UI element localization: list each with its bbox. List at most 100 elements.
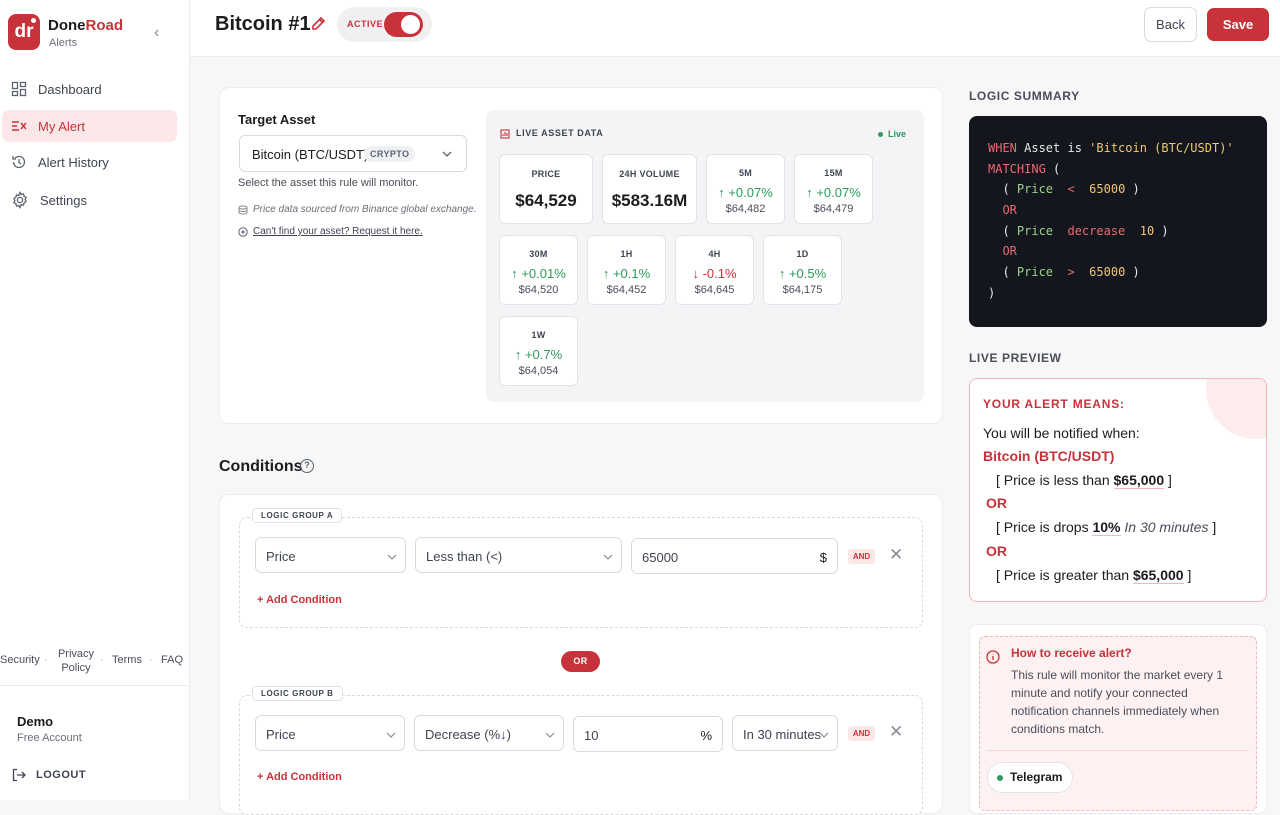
footer-link-security[interactable]: Security <box>0 654 40 666</box>
tile-label: 5M <box>738 168 753 178</box>
footer-link-faq[interactable]: FAQ <box>161 654 184 666</box>
price-value: $64,529 <box>515 191 577 210</box>
chevron-down-icon <box>545 732 555 738</box>
operator-select-a[interactable]: Less than (<) <box>415 537 622 573</box>
asset-select[interactable]: Bitcoin (BTC/USDT) CRYPTO <box>239 135 467 172</box>
price-tile: PRICE $64,529 <box>499 154 593 224</box>
nav-label: Dashboard <box>38 81 102 97</box>
footer-link-privacy[interactable]: Privacy Policy <box>57 648 95 674</box>
help-icon[interactable]: ? <box>300 459 314 473</box>
nav-item-dashboard[interactable]: Dashboard <box>2 73 177 105</box>
connected-dot-icon <box>997 775 1003 781</box>
chevron-down-icon <box>819 732 829 738</box>
field-select-b[interactable]: Price <box>255 715 405 751</box>
page-title: Bitcoin #1 <box>215 13 311 35</box>
remove-condition-b-icon[interactable]: ✕ <box>889 722 904 741</box>
preview-line-2: [ Price is drops 10% In 30 minutes ] <box>996 519 1217 536</box>
logic-group-b-label: LOGIC GROUP B <box>252 686 343 701</box>
top-bar: Bitcoin #1 ACTIVE Back Save <box>190 0 1280 57</box>
footer-link-terms[interactable]: Terms <box>112 654 142 666</box>
nav-item-my-alert[interactable]: My Alert <box>2 110 177 142</box>
sidebar-divider <box>0 685 190 686</box>
telegram-channel-chip[interactable]: Telegram <box>987 762 1074 793</box>
logic-group-b <box>239 695 923 815</box>
time-window-select[interactable]: In 30 minutes <box>732 715 838 751</box>
volume-value: $583.16M <box>611 191 688 210</box>
chevron-down-icon <box>603 554 613 560</box>
arrow-up-icon: ↑ <box>778 266 789 281</box>
nav-item-settings[interactable]: Settings <box>2 184 177 216</box>
volume-tile: 24H VOLUME $583.16M <box>602 154 697 224</box>
tile-change: ↓ -0.1% <box>692 266 737 281</box>
live-preview-title: LIVE PREVIEW <box>969 351 1062 365</box>
tile-label: 1W <box>531 330 546 340</box>
timeframe-tile: 15M ↑ +0.07% $64,479 <box>794 154 873 224</box>
live-preview-card: YOUR ALERT MEANS: You will be notified w… <box>969 378 1267 602</box>
brand-subtitle: Alerts <box>49 37 78 49</box>
app-logo[interactable]: dr <box>8 14 40 50</box>
history-icon <box>12 155 26 169</box>
tile-label: 4H <box>708 249 721 259</box>
sidebar: dr DoneRoad Alerts ‹ Dashboard My Alert … <box>0 0 190 800</box>
value-input-a[interactable]: 65000 $ <box>631 538 838 574</box>
logic-group-a-label: LOGIC GROUP A <box>252 508 343 523</box>
user-plan: Free Account <box>17 732 82 744</box>
nav-label: My Alert <box>38 118 85 134</box>
timeframe-tile: 30M ↑ +0.01% $64,520 <box>499 235 578 305</box>
remove-condition-a-icon[interactable]: ✕ <box>889 545 904 564</box>
tile-label: 15M <box>824 168 843 178</box>
tile-price: $64,452 <box>606 284 647 296</box>
save-button[interactable]: Save <box>1207 8 1269 41</box>
tile-change: ↑ +0.01% <box>511 266 566 281</box>
collapse-sidebar-icon[interactable]: ‹ <box>154 24 160 41</box>
gear-icon <box>13 191 27 209</box>
alert-list-icon <box>12 121 27 131</box>
and-badge-b[interactable]: AND <box>848 726 875 741</box>
tile-price: $64,520 <box>518 284 559 296</box>
tile-change: ↑ +0.1% <box>602 266 651 281</box>
chevron-down-icon <box>442 151 452 157</box>
grid-icon <box>11 81 27 97</box>
operator-select-b[interactable]: Decrease (%↓) <box>414 715 564 751</box>
or-connector[interactable]: OR <box>561 651 600 672</box>
nav-item-alert-history[interactable]: Alert History <box>2 146 177 178</box>
preview-intro: You will be notified when: <box>983 425 1140 441</box>
add-condition-b-button[interactable]: + Add Condition <box>257 771 342 783</box>
preview-asset: Bitcoin (BTC/USDT) <box>983 448 1115 464</box>
timeframe-tile: 1D ↑ +0.5% $64,175 <box>763 235 842 305</box>
logout-button[interactable]: LOGOUT <box>12 768 86 782</box>
request-asset-link[interactable]: Can't find your asset? Request it here. <box>238 226 423 237</box>
info-icon <box>986 650 1000 664</box>
back-button[interactable]: Back <box>1144 7 1197 42</box>
tile-label: 1H <box>620 249 633 259</box>
logic-summary-code: WHEN Asset is 'Bitcoin (BTC/USDT)' MATCH… <box>969 116 1267 327</box>
how-text: This rule will monitor the market every … <box>1011 668 1224 736</box>
nav-label: Alert History <box>38 154 109 170</box>
tile-price: $64,054 <box>518 365 559 377</box>
arrow-up-icon: ↑ <box>514 347 525 362</box>
field-select-a[interactable]: Price <box>255 537 406 573</box>
how-title: How to receive alert? <box>1011 646 1132 660</box>
toggle-label: ACTIVE <box>347 19 384 29</box>
arrow-up-icon: ↑ <box>602 266 613 281</box>
tile-change: ↑ +0.07% <box>718 185 773 200</box>
conditions-title: Conditions <box>219 458 303 475</box>
user-name: Demo <box>17 714 54 729</box>
preview-or-2: OR <box>986 543 1007 559</box>
arrow-up-icon: ↑ <box>511 266 522 281</box>
active-toggle[interactable] <box>384 12 423 37</box>
preview-heading: YOUR ALERT MEANS: <box>983 397 1125 411</box>
logout-icon <box>12 768 26 782</box>
and-badge-a[interactable]: AND <box>848 549 875 564</box>
timeframe-tile: 5M ↑ +0.07% $64,482 <box>706 154 785 224</box>
database-icon <box>238 205 248 215</box>
tile-change: ↑ +0.07% <box>806 185 861 200</box>
live-data-title: LIVE ASSET DATA <box>516 128 604 138</box>
pencil-icon[interactable] <box>310 16 326 32</box>
nav-label: Settings <box>40 192 87 208</box>
chevron-down-icon <box>386 732 396 738</box>
tile-change: ↑ +0.5% <box>778 266 827 281</box>
logic-summary-title: LOGIC SUMMARY <box>969 89 1080 103</box>
value-input-b[interactable]: 10 % <box>573 716 723 752</box>
add-condition-a-button[interactable]: + Add Condition <box>257 594 342 606</box>
